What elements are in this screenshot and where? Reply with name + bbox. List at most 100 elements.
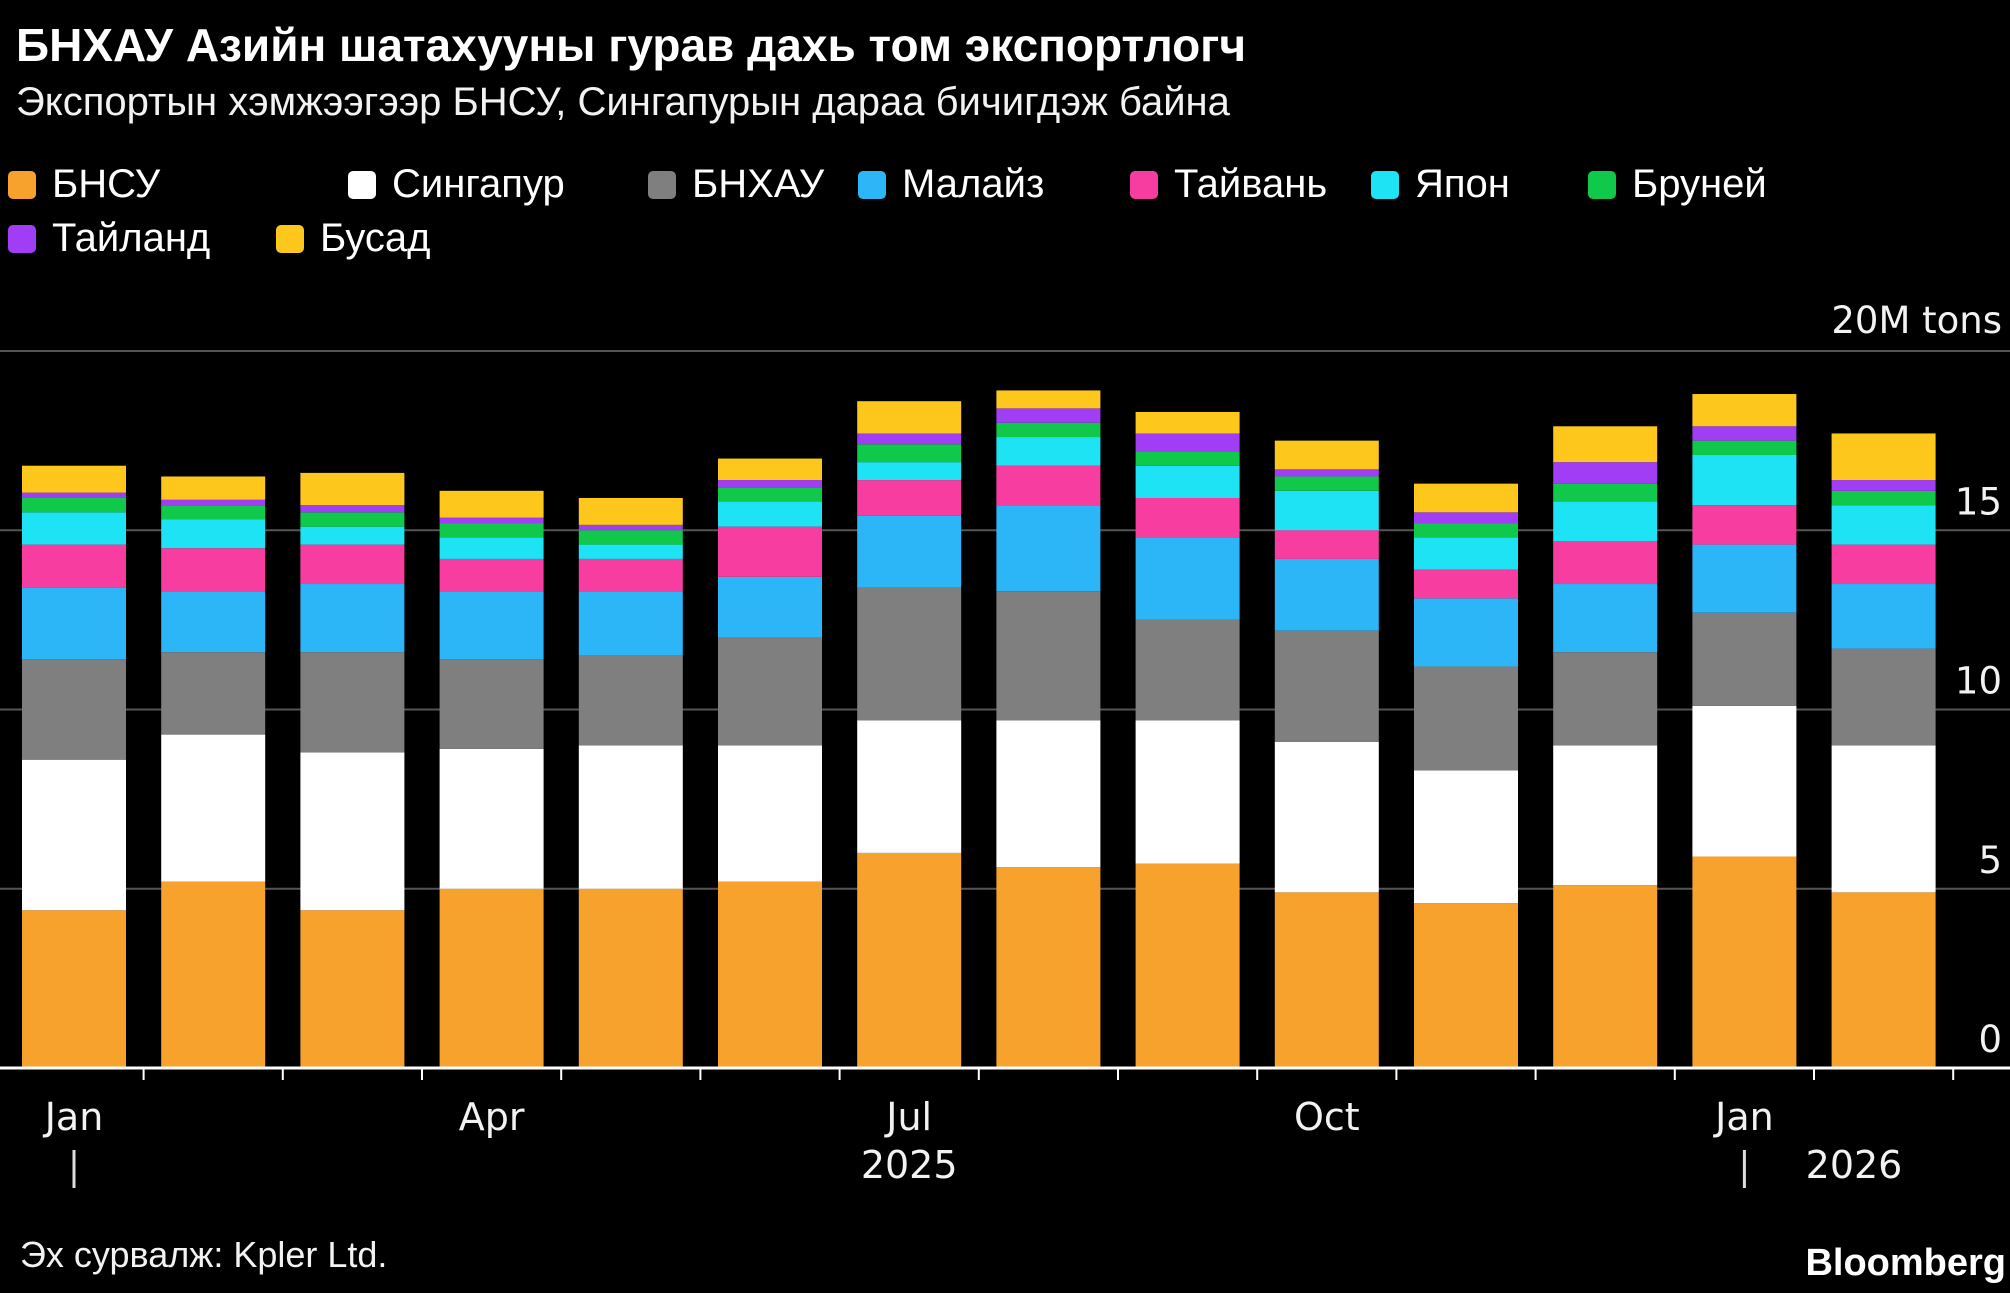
bar-segment	[300, 584, 405, 653]
bar-segment	[1414, 598, 1518, 667]
legend-swatch	[1130, 170, 1158, 199]
bar-segment	[718, 487, 822, 502]
bar-segment	[161, 519, 266, 549]
source-note: Эх сурвалж: Kpler Ltd.	[20, 1234, 388, 1275]
legend-label: Сингапур	[392, 162, 565, 206]
legend-item-2: БНХАУ	[648, 162, 824, 207]
bar-segment	[996, 465, 1101, 506]
legend-swatch	[8, 224, 36, 253]
bar-segment	[1414, 537, 1518, 570]
bar-segment	[1274, 490, 1379, 531]
bar-segment	[300, 544, 405, 585]
bar-segment	[1414, 666, 1518, 771]
bar-segment	[1831, 433, 1936, 481]
y-tick-label: 5	[1978, 839, 2002, 882]
legend-label: Тайланд	[52, 216, 211, 260]
bar-segment	[22, 587, 126, 660]
bar-segment	[300, 472, 405, 506]
bar-segment	[1692, 612, 1797, 706]
bar-segment	[578, 745, 683, 889]
bar-segment	[1414, 903, 1518, 1068]
bar-segment	[1274, 469, 1379, 477]
bar-segment	[1414, 523, 1518, 538]
bar-segment	[1414, 483, 1518, 513]
x-tick-label: Jan	[1713, 1095, 1774, 1139]
bar-segment	[1831, 490, 1936, 506]
bar-segment	[1831, 648, 1936, 746]
bar-segment	[439, 591, 544, 660]
bar-segment	[1692, 705, 1797, 857]
bar-segment	[1553, 541, 1658, 585]
bar-segment	[22, 497, 126, 513]
bar-segment	[1831, 584, 1936, 649]
bar-segment	[718, 480, 822, 488]
bar-segment	[1692, 505, 1797, 545]
bar-segment	[578, 591, 683, 656]
bar-segment	[439, 748, 544, 889]
legend-item-8: Бусад	[276, 216, 431, 261]
x-tick-label: Jan	[43, 1095, 104, 1139]
bar-segment	[22, 910, 126, 1068]
bar-segment	[161, 499, 266, 506]
bar-segment	[1414, 770, 1518, 904]
legend-item-7: Тайланд	[8, 216, 210, 261]
legend-swatch	[348, 170, 376, 199]
bar-segment	[718, 458, 822, 481]
legend-swatch	[1371, 170, 1399, 199]
bar-segment	[161, 881, 266, 1068]
bar-segment	[439, 558, 544, 592]
x-tick-label: Oct	[1294, 1095, 1360, 1139]
bar-segment	[22, 512, 126, 545]
bar-segment	[718, 881, 822, 1068]
bar-segment	[1135, 433, 1240, 452]
bar-segment	[1692, 544, 1797, 613]
bar-segment	[1553, 462, 1658, 484]
bar-segment	[1135, 619, 1240, 721]
bar-segment	[22, 492, 126, 498]
legend-swatch	[648, 170, 676, 199]
bar-segment	[1831, 505, 1936, 545]
bar-segment	[578, 497, 683, 525]
y-tick-label: 15	[1955, 480, 2002, 523]
x-tick-label: Apr	[459, 1095, 525, 1139]
bar-segment	[1553, 426, 1658, 463]
bar-segment	[1274, 892, 1379, 1068]
bar-segment	[857, 515, 962, 588]
bar-segment	[300, 526, 405, 545]
bar-segment	[857, 587, 962, 721]
bar-segment	[161, 476, 266, 500]
bar-segment	[1274, 558, 1379, 631]
bar-segment	[996, 408, 1101, 423]
bar-segment	[1692, 856, 1797, 1068]
bar-segment	[578, 530, 683, 545]
bar-segment	[578, 888, 683, 1068]
legend-item-5: Япон	[1371, 162, 1510, 207]
bar-segment	[1831, 480, 1936, 491]
chart-subtitle: Экспортын хэмжээгээр БНСУ, Сингапурын да…	[16, 80, 1230, 124]
bar-segment	[1274, 440, 1379, 470]
bar-segment	[578, 524, 683, 531]
legend-swatch	[858, 170, 886, 199]
legend-label: БНХАУ	[692, 162, 825, 206]
bar-segment	[857, 462, 962, 481]
bar-segment	[1274, 530, 1379, 559]
bar-segment	[1692, 426, 1797, 441]
bar-segment	[439, 517, 544, 524]
bar-segment	[1274, 476, 1379, 491]
legend-item-0: БНСУ	[8, 162, 160, 207]
bar-segment	[1135, 411, 1240, 434]
bar-segment	[439, 537, 544, 559]
bar-segment	[718, 501, 822, 527]
bar-segment	[718, 576, 822, 638]
bar-segment	[1135, 863, 1240, 1068]
bar-segment	[1553, 652, 1658, 746]
bar-segment	[857, 444, 962, 463]
legend-label: Малайз	[902, 162, 1045, 206]
y-unit-label: 20M tons	[1831, 299, 2002, 342]
bar-segment	[996, 591, 1101, 721]
bar-segment	[1553, 483, 1658, 502]
bar-segment	[1135, 465, 1240, 498]
bar-segment	[300, 910, 405, 1068]
bar-segment	[1274, 630, 1379, 742]
bar-segment	[1135, 451, 1240, 466]
